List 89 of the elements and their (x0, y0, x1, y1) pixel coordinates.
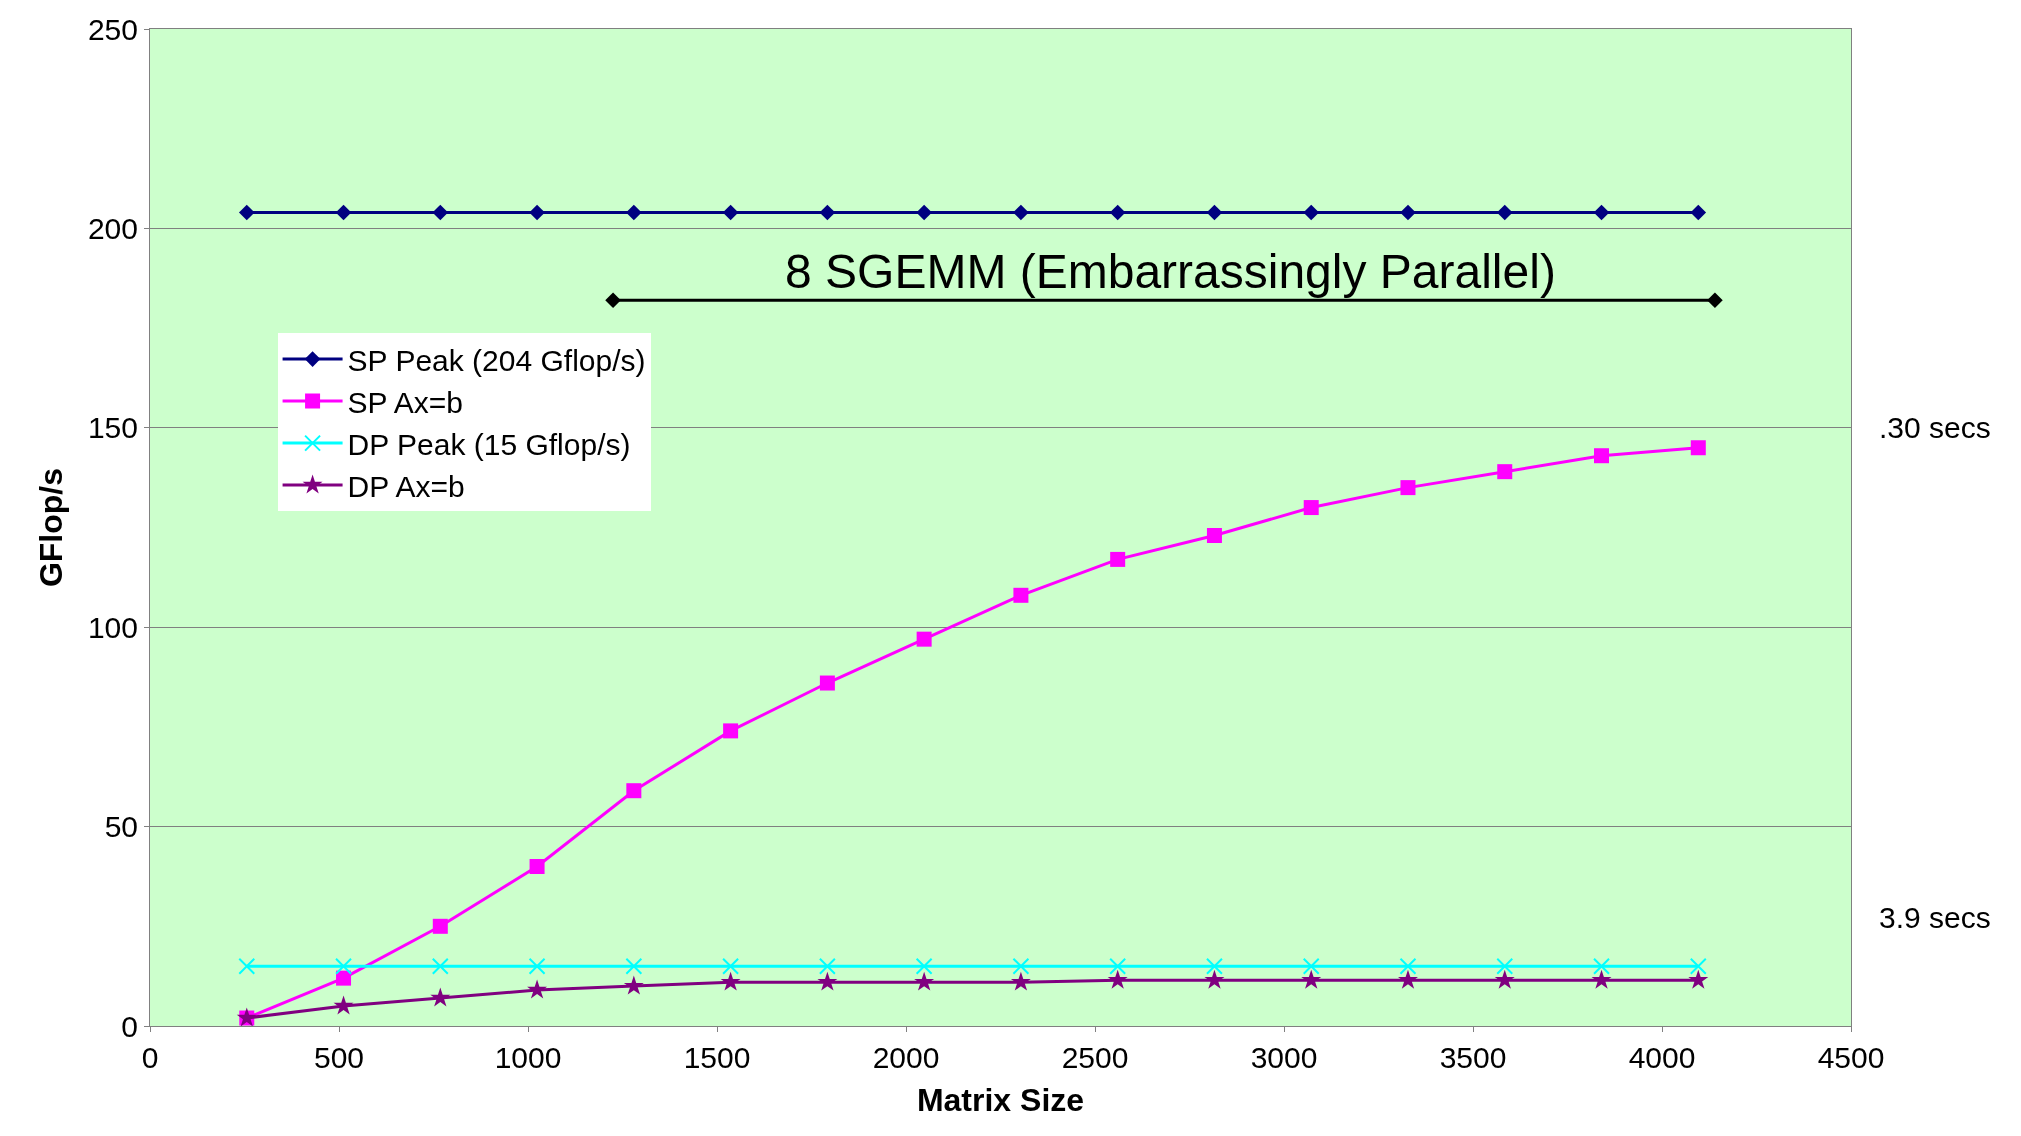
point (916, 631, 932, 647)
point (431, 957, 449, 975)
y-tick-label: 100 (87, 610, 138, 644)
point (1593, 204, 1610, 221)
x-tick-label: 0 (141, 1041, 159, 1074)
legend-label: DP Peak (15 Gflop/s) (347, 427, 631, 461)
point (1690, 440, 1706, 456)
annotation: 8 SGEMM (Embarrassingly Parallel) (785, 245, 1556, 298)
point (1302, 957, 1320, 975)
text: .30 secs (1879, 411, 1991, 444)
y-tick-label: 200 (87, 211, 138, 245)
point (817, 971, 838, 991)
point (1399, 957, 1417, 975)
y-tick-label: 0 (121, 1009, 138, 1043)
point (529, 204, 545, 221)
point (432, 918, 448, 934)
point (333, 995, 354, 1015)
point (1497, 464, 1513, 480)
point (1591, 969, 1612, 989)
point (626, 204, 642, 221)
point (1204, 969, 1225, 989)
legend-label: SP Ax=b (347, 385, 463, 419)
point (528, 957, 546, 975)
point (605, 292, 621, 308)
point (722, 957, 740, 975)
x-tick-label: 3500 (1439, 1041, 1507, 1074)
point (335, 957, 353, 975)
point (1110, 551, 1126, 567)
point (1301, 969, 1322, 989)
legend-label: SP Peak (204 Gflop/s) (347, 343, 646, 377)
point (1012, 957, 1030, 975)
y-tick-label: 50 (104, 810, 138, 844)
y-tick-label: 150 (87, 411, 138, 445)
x-axis-title: Matrix Size (916, 1081, 1085, 1118)
point (1689, 957, 1707, 975)
point (1206, 204, 1223, 221)
point (1594, 448, 1610, 464)
x-tick-label: 1500 (683, 1041, 751, 1074)
point (722, 204, 739, 221)
point (1690, 204, 1707, 221)
point (1496, 204, 1513, 221)
point (335, 204, 352, 221)
point (1496, 957, 1514, 975)
point (1013, 587, 1029, 603)
point (1397, 969, 1418, 989)
point (818, 957, 836, 975)
text: 3.9 secs (1879, 901, 1991, 934)
point (623, 975, 644, 995)
y-tick-label: 250 (87, 12, 138, 46)
point (720, 971, 741, 991)
point (1206, 527, 1222, 543)
point (1707, 292, 1723, 308)
x-tick-label: 4500 (1817, 1041, 1885, 1074)
point (914, 971, 935, 991)
point (1494, 969, 1515, 989)
point (1303, 204, 1320, 221)
point (625, 957, 643, 975)
point (1593, 957, 1611, 975)
point (336, 970, 352, 986)
point (1205, 957, 1223, 975)
point (430, 987, 451, 1007)
point (626, 783, 642, 799)
y-axis-title: GFlop/s (33, 467, 70, 588)
point (238, 957, 256, 975)
point (1109, 957, 1127, 975)
point (819, 204, 836, 221)
point (238, 204, 255, 221)
point (529, 858, 545, 874)
x-tick-label: 3000 (1250, 1041, 1318, 1074)
point (432, 204, 449, 221)
point (1013, 204, 1029, 221)
point (1400, 204, 1416, 221)
point (1400, 480, 1416, 496)
point (1109, 204, 1126, 221)
x-tick-label: 4000 (1628, 1041, 1696, 1074)
point (527, 979, 548, 999)
point (1010, 971, 1031, 991)
point (916, 204, 932, 221)
legend-label: DP Ax=b (347, 469, 465, 503)
point (1107, 969, 1128, 989)
point (819, 675, 835, 691)
point (723, 723, 739, 739)
x-tick-label: 1000 (494, 1041, 562, 1074)
point (915, 957, 933, 975)
x-tick-label: 2000 (872, 1041, 940, 1074)
point (1688, 969, 1709, 989)
x-tick-label: 500 (313, 1041, 365, 1074)
x-tick-label: 2500 (1061, 1041, 1129, 1074)
point (1303, 500, 1319, 516)
